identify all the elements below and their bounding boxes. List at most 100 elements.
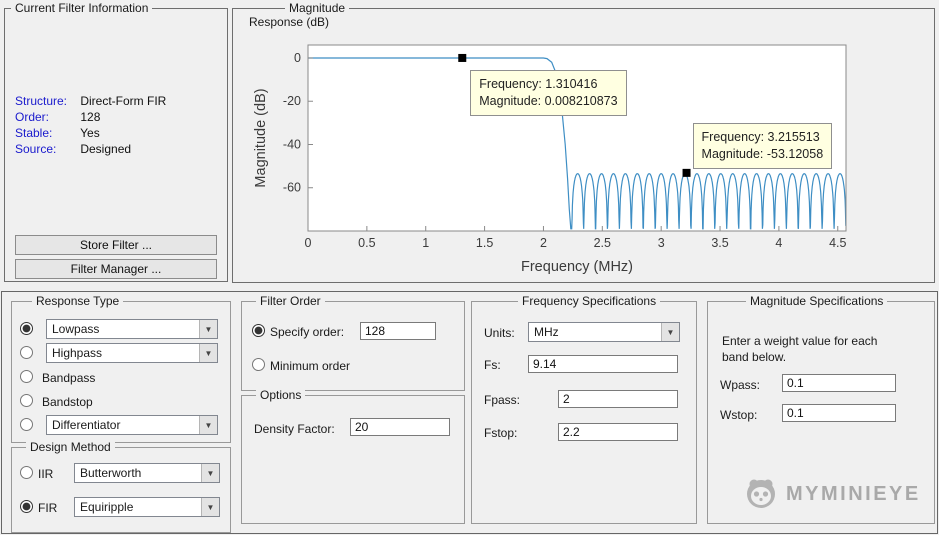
highpass-combo[interactable]: Highpass ▼ bbox=[46, 343, 218, 363]
wpass-label: Wpass: bbox=[720, 378, 761, 392]
response-type-title: Response Type bbox=[32, 294, 124, 308]
differentiator-radio[interactable] bbox=[20, 418, 33, 431]
wstop-label: Wstop: bbox=[720, 408, 758, 422]
source-label: Source: bbox=[15, 142, 57, 156]
magnitude-response-panel: Magnitude Response (dB) 0 0.5 1 1.5 2 2.5 3 3.5… bbox=[232, 1, 935, 283]
fstop-input[interactable] bbox=[558, 423, 678, 441]
datatip-stopband[interactable]: Frequency: 3.215513 Magnitude: -53.12058 bbox=[692, 122, 833, 169]
datatip-magnitude: Magnitude: 0.008210873 bbox=[479, 93, 618, 108]
weight-note-line2: band below. bbox=[722, 350, 787, 364]
filter-info-row: Order: 128 bbox=[15, 110, 100, 124]
filter-manager-button[interactable]: Filter Manager ... bbox=[15, 259, 217, 279]
chevron-down-icon[interactable]: ▼ bbox=[201, 498, 219, 516]
specify-order-radio[interactable] bbox=[252, 324, 265, 337]
svg-text:3: 3 bbox=[658, 236, 665, 250]
svg-text:-60: -60 bbox=[283, 181, 301, 195]
fir-method-value: Equiripple bbox=[80, 500, 134, 514]
svg-text:0.5: 0.5 bbox=[358, 236, 375, 250]
fs-input[interactable] bbox=[528, 355, 678, 373]
current-filter-info-title: Current Filter Information bbox=[11, 1, 153, 15]
svg-text:4: 4 bbox=[775, 236, 782, 250]
svg-text:1.5: 1.5 bbox=[476, 236, 493, 250]
highpass-combo-value: Highpass bbox=[52, 346, 103, 360]
current-filter-info-panel: Current Filter Information Structure: Di… bbox=[4, 1, 228, 282]
units-label: Units: bbox=[484, 326, 515, 340]
chevron-down-icon[interactable]: ▼ bbox=[201, 464, 219, 482]
datatip-frequency: Frequency: 3.215513 bbox=[701, 129, 820, 144]
frequency-specs-group: Frequency Specifications Units: MHz ▼ Fs… bbox=[471, 294, 697, 524]
svg-text:2: 2 bbox=[540, 236, 547, 250]
minimum-order-radio[interactable] bbox=[252, 358, 265, 371]
magnitude-specs-title: Magnitude Specifications bbox=[746, 294, 888, 308]
wstop-input[interactable] bbox=[782, 404, 896, 422]
svg-text:2.5: 2.5 bbox=[594, 236, 611, 250]
filter-info-row: Structure: Direct-Form FIR bbox=[15, 94, 166, 108]
specify-order-label: Specify order: bbox=[270, 325, 345, 339]
weight-note-line1: Enter a weight value for each bbox=[722, 334, 878, 348]
lowpass-combo[interactable]: Lowpass ▼ bbox=[46, 319, 218, 339]
units-combo[interactable]: MHz ▼ bbox=[528, 322, 680, 342]
units-combo-value: MHz bbox=[534, 325, 559, 339]
specify-order-input[interactable] bbox=[360, 322, 436, 340]
options-group: Options Density Factor: bbox=[241, 388, 465, 524]
frequency-specs-title: Frequency Specifications bbox=[518, 294, 661, 308]
options-title: Options bbox=[256, 388, 306, 402]
differentiator-combo[interactable]: Differentiator ▼ bbox=[46, 415, 218, 435]
svg-text:Frequency (MHz): Frequency (MHz) bbox=[521, 259, 633, 275]
density-factor-input[interactable] bbox=[350, 418, 450, 436]
svg-text:1: 1 bbox=[422, 236, 429, 250]
structure-label: Structure: bbox=[15, 94, 68, 108]
density-factor-label: Density Factor: bbox=[254, 422, 335, 436]
order-value: 128 bbox=[80, 110, 101, 124]
fir-radio[interactable] bbox=[20, 500, 33, 513]
filter-order-group: Filter Order Specify order: Minimum orde… bbox=[241, 294, 465, 391]
datatip-passband[interactable]: Frequency: 1.310416 Magnitude: 0.0082108… bbox=[470, 69, 627, 116]
svg-text:3.5: 3.5 bbox=[711, 236, 728, 250]
structure-value: Direct-Form FIR bbox=[80, 94, 167, 108]
response-type-group: Response Type Lowpass ▼ Highpass ▼ Bandp… bbox=[11, 294, 231, 443]
bandstop-label: Bandstop bbox=[42, 395, 93, 409]
svg-text:-40: -40 bbox=[283, 137, 301, 151]
filter-info-row: Source: Designed bbox=[15, 142, 131, 156]
datatip-magnitude: Magnitude: -53.12058 bbox=[701, 146, 824, 161]
order-label: Order: bbox=[15, 110, 50, 124]
datatip-frequency: Frequency: 1.310416 bbox=[479, 76, 598, 91]
svg-text:0: 0 bbox=[305, 236, 312, 250]
fir-label: FIR bbox=[38, 501, 58, 515]
chevron-down-icon[interactable]: ▼ bbox=[199, 320, 217, 338]
design-method-title: Design Method bbox=[26, 440, 115, 454]
store-filter-button[interactable]: Store Filter ... bbox=[15, 235, 217, 255]
chevron-down-icon[interactable]: ▼ bbox=[199, 344, 217, 362]
iir-label: IIR bbox=[38, 467, 54, 481]
fs-label: Fs: bbox=[484, 358, 501, 372]
filter-info-row: Stable: Yes bbox=[15, 126, 100, 140]
svg-text:0: 0 bbox=[294, 51, 301, 65]
fir-method-combo[interactable]: Equiripple ▼ bbox=[74, 497, 220, 517]
source-value: Designed bbox=[80, 142, 132, 156]
fpass-label: Fpass: bbox=[484, 393, 521, 407]
magnitude-panel-subtitle: Response (dB) bbox=[249, 15, 330, 29]
svg-text:Magnitude (dB): Magnitude (dB) bbox=[253, 88, 269, 187]
magnitude-specs-group: Magnitude Specifications Enter a weight … bbox=[707, 294, 935, 524]
chevron-down-icon[interactable]: ▼ bbox=[661, 323, 679, 341]
lowpass-combo-value: Lowpass bbox=[52, 322, 100, 336]
chevron-down-icon[interactable]: ▼ bbox=[199, 416, 217, 434]
iir-method-value: Butterworth bbox=[80, 466, 142, 480]
bandpass-radio[interactable] bbox=[20, 370, 33, 383]
filter-order-title: Filter Order bbox=[256, 294, 325, 308]
filter-design-section: Response Type Lowpass ▼ Highpass ▼ Bandp… bbox=[1, 291, 938, 534]
lowpass-radio[interactable] bbox=[20, 322, 33, 335]
magnitude-panel-title: Magnitude bbox=[285, 1, 350, 15]
svg-text:4.5: 4.5 bbox=[829, 236, 846, 250]
fpass-input[interactable] bbox=[558, 390, 678, 408]
iir-radio[interactable] bbox=[20, 466, 33, 479]
minimum-order-label: Minimum order bbox=[270, 359, 351, 373]
wpass-input[interactable] bbox=[782, 374, 896, 392]
stable-value: Yes bbox=[80, 126, 100, 140]
bandpass-label: Bandpass bbox=[42, 371, 96, 385]
bandstop-radio[interactable] bbox=[20, 394, 33, 407]
fstop-label: Fstop: bbox=[484, 426, 518, 440]
highpass-radio[interactable] bbox=[20, 346, 33, 359]
iir-method-combo[interactable]: Butterworth ▼ bbox=[74, 463, 220, 483]
svg-text:-20: -20 bbox=[283, 94, 301, 108]
